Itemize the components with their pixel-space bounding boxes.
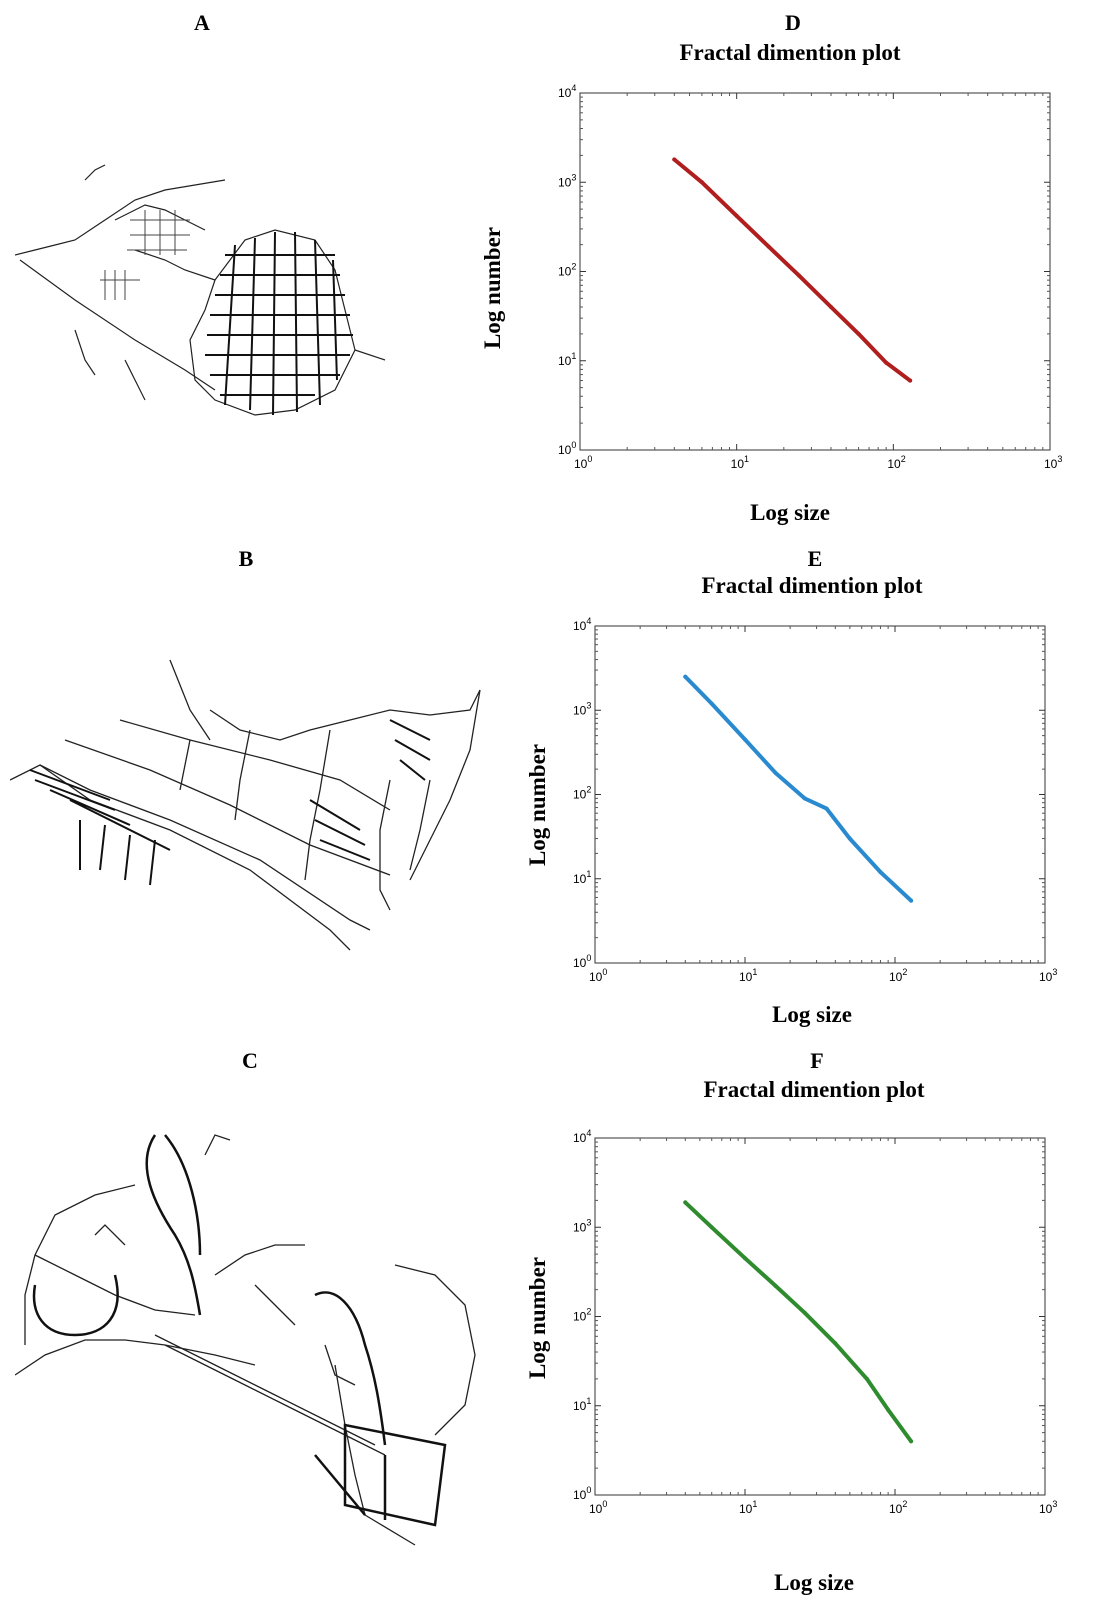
data-point-f: [909, 1439, 913, 1443]
data-point-d: [829, 305, 833, 309]
road-map-a: [15, 160, 395, 440]
x-tick-label: 101: [731, 454, 749, 471]
data-point-e: [803, 796, 807, 800]
plot-frame: [580, 93, 1050, 450]
data-point-d: [700, 180, 704, 184]
chart-title-f: Fractal dimention plot: [564, 1077, 1064, 1103]
series-line-e: [685, 677, 911, 901]
xlabel-d: Log size: [690, 500, 890, 526]
y-tick-label: 102: [573, 785, 591, 802]
ylabel-f: Log number: [525, 1218, 551, 1418]
data-point-e: [909, 899, 913, 903]
x-tick-label: 102: [887, 454, 905, 471]
xlabel-e: Log size: [712, 1002, 912, 1028]
chart-title-d: Fractal dimention plot: [540, 40, 1040, 66]
y-tick-label: 103: [558, 172, 576, 189]
series-line-d: [674, 160, 910, 381]
y-tick-label: 104: [558, 83, 576, 100]
y-tick-label: 100: [558, 440, 576, 457]
data-point-e: [774, 771, 778, 775]
data-point-d: [672, 157, 676, 161]
x-tick-label: 103: [1044, 454, 1062, 471]
y-tick-label: 102: [558, 262, 576, 279]
x-tick-label: 102: [889, 967, 907, 984]
xlabel-f: Log size: [714, 1570, 914, 1596]
data-point-e: [710, 702, 714, 706]
panel-label-e: E: [785, 546, 845, 572]
y-tick-label: 102: [573, 1307, 591, 1324]
data-point-f: [886, 1408, 890, 1412]
data-point-f: [743, 1256, 747, 1260]
chart-f: 100 101 102 103 100 101 102 103 104: [575, 1130, 1055, 1520]
chart-d: 100 101 102 103 100 101 102 103 104: [560, 85, 1060, 475]
y-tick-label: 100: [573, 953, 591, 970]
data-point-d: [908, 379, 912, 383]
road-map-b: [10, 630, 490, 980]
y-tick-label: 100: [573, 1485, 591, 1502]
y-tick-label: 103: [573, 700, 591, 717]
data-point-e: [683, 675, 687, 679]
y-tick-label: 101: [573, 1396, 591, 1413]
chart-title-e: Fractal dimention plot: [562, 573, 1062, 599]
x-tick-label: 101: [739, 967, 757, 984]
data-point-e: [848, 837, 852, 841]
panel-label-d: D: [763, 10, 823, 36]
data-point-d: [735, 214, 739, 218]
panel-label-f: F: [787, 1048, 847, 1074]
data-point-e: [878, 870, 882, 874]
data-point-d: [767, 245, 771, 249]
data-point-e: [825, 807, 829, 811]
data-point-d: [797, 274, 801, 278]
x-tick-label: 103: [1039, 1499, 1057, 1516]
x-tick-label: 100: [589, 967, 607, 984]
y-tick-label: 104: [573, 616, 591, 633]
ylabel-e: Log number: [525, 705, 551, 905]
data-point-f: [710, 1225, 714, 1229]
y-tick-label: 101: [573, 869, 591, 886]
y-tick-label: 103: [573, 1217, 591, 1234]
panel-label-b: B: [216, 546, 276, 572]
x-tick-label: 100: [589, 1499, 607, 1516]
x-tick-label: 101: [739, 1499, 757, 1516]
data-point-d: [884, 361, 888, 365]
y-tick-label: 104: [573, 1128, 591, 1145]
data-point-f: [865, 1377, 869, 1381]
panel-label-a: A: [172, 10, 232, 36]
data-point-f: [833, 1341, 837, 1345]
data-point-d: [857, 332, 861, 336]
chart-e: 100 101 102 103 100 101 102 103 104: [575, 618, 1055, 988]
data-point-f: [774, 1284, 778, 1288]
x-tick-label: 100: [574, 454, 592, 471]
series-line-f: [685, 1202, 911, 1441]
x-tick-label: 102: [889, 1499, 907, 1516]
data-point-f: [683, 1200, 687, 1204]
data-point-f: [803, 1311, 807, 1315]
ylabel-d: Log number: [480, 188, 506, 388]
y-tick-label: 101: [558, 351, 576, 368]
road-map-c: [15, 1125, 485, 1565]
x-tick-label: 103: [1039, 967, 1057, 984]
data-point-e: [743, 737, 747, 741]
plot-frame: [595, 626, 1045, 963]
panel-label-c: C: [220, 1048, 280, 1074]
plot-frame: [595, 1138, 1045, 1495]
